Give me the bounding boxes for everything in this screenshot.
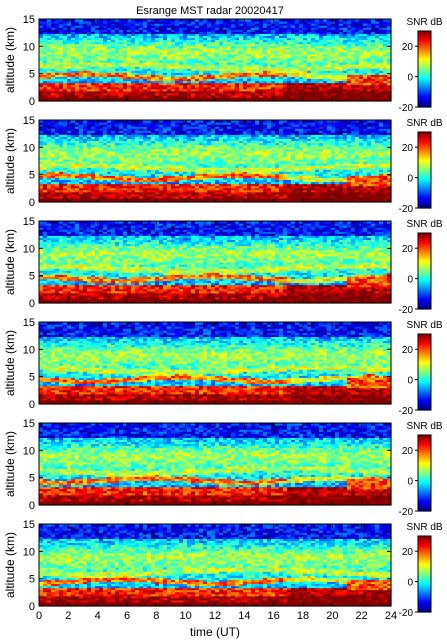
colorbar-frame xyxy=(417,434,432,512)
colorbar xyxy=(417,232,432,310)
colorbar xyxy=(417,131,432,209)
heatmap-cells xyxy=(39,19,392,102)
y-axis-label: altitude (km) xyxy=(3,27,17,93)
colorbar-tick-label: -20 xyxy=(399,406,414,417)
x-axis-label: time (UT) xyxy=(190,625,240,639)
panel-1: 0 5 10 15 altitude (km) SNR dB 20 0 -20 xyxy=(3,14,443,114)
colorbar-tick-label: 0 xyxy=(407,376,413,387)
x-tick-label: 14 xyxy=(238,610,250,622)
y-tick-label: 10 xyxy=(23,142,35,154)
x-tick-label: 12 xyxy=(209,610,221,622)
x-tick-label: 8 xyxy=(153,610,159,622)
y-tick-label: 10 xyxy=(23,445,35,457)
colorbar-label: SNR dB xyxy=(406,17,442,28)
y-tick-label: 5 xyxy=(29,271,35,283)
colorbar-tick-label: 20 xyxy=(402,244,414,255)
heatmap-cells xyxy=(39,120,392,203)
y-tick-label: 10 xyxy=(23,41,35,53)
panel-3: 0 5 10 15 altitude (km) SNR dB 20 0 -20 xyxy=(3,216,443,316)
colorbar-frame xyxy=(417,535,432,613)
colorbar-label: SNR dB xyxy=(406,522,442,533)
y-tick-label: 10 xyxy=(23,546,35,558)
figure-title: Esrange MST radar 20020417 xyxy=(136,5,284,17)
y-tick-label: 0 xyxy=(29,197,35,209)
colorbar-tick-label: 20 xyxy=(402,547,414,558)
y-tick-label: 0 xyxy=(29,399,35,411)
y-tick-label: 5 xyxy=(29,170,35,182)
colorbar-tick-label: 0 xyxy=(407,174,413,185)
y-tick-label: 0 xyxy=(29,601,35,613)
y-tick-label: 15 xyxy=(23,519,35,531)
y-axis-label: altitude (km) xyxy=(3,229,17,295)
heatmap-cells xyxy=(39,423,392,506)
panel-2: 0 5 10 15 altitude (km) SNR dB 20 0 -20 xyxy=(3,115,443,215)
x-tick-label: 22 xyxy=(356,610,368,622)
y-tick-label: 5 xyxy=(29,69,35,81)
colorbar-tick-label: -20 xyxy=(399,204,414,215)
y-tick-label: 5 xyxy=(29,473,35,485)
colorbar-tick-label: 0 xyxy=(407,275,413,286)
y-tick-label: 0 xyxy=(29,500,35,512)
heatmap-cells xyxy=(39,322,392,405)
y-axis-label: altitude (km) xyxy=(3,431,17,497)
colorbar-frame xyxy=(417,333,432,411)
y-axis-label: altitude (km) xyxy=(3,330,17,396)
colorbar-frame xyxy=(417,131,432,209)
x-tick-label: 0 xyxy=(36,610,42,622)
colorbar-label: SNR dB xyxy=(406,219,442,230)
colorbar xyxy=(417,535,432,613)
colorbar-frame xyxy=(417,232,432,310)
colorbar-tick-label: 0 xyxy=(407,73,413,84)
colorbar-label: SNR dB xyxy=(406,421,442,432)
x-tick-label: 24 xyxy=(385,610,397,622)
colorbar-label: SNR dB xyxy=(406,118,442,129)
y-axis-label: altitude (km) xyxy=(3,128,17,194)
colorbar-tick-label: 20 xyxy=(402,42,414,53)
colorbar xyxy=(417,434,432,512)
heatmap-cells xyxy=(39,221,392,304)
y-tick-label: 10 xyxy=(23,243,35,255)
y-tick-label: 15 xyxy=(23,317,35,329)
y-tick-label: 5 xyxy=(29,574,35,586)
colorbar-tick-label: -20 xyxy=(399,305,414,316)
colorbar-label: SNR dB xyxy=(406,320,442,331)
x-tick-label: 16 xyxy=(268,610,280,622)
colorbar-tick-label: 0 xyxy=(407,578,413,589)
x-tick-label: 4 xyxy=(95,610,101,622)
colorbar-tick-label: 0 xyxy=(407,477,413,488)
y-tick-label: 10 xyxy=(23,344,35,356)
y-tick-label: 0 xyxy=(29,96,35,108)
x-tick-label: 2 xyxy=(65,610,71,622)
heatmap-cells xyxy=(39,524,392,607)
y-axis-label: altitude (km) xyxy=(3,532,17,598)
panel-4: 0 5 10 15 altitude (km) SNR dB 20 0 -20 xyxy=(3,317,443,417)
y-tick-label: 15 xyxy=(23,14,35,26)
y-tick-label: 0 xyxy=(29,298,35,310)
colorbar-tick-label: -20 xyxy=(399,608,414,619)
colorbar-tick-label: -20 xyxy=(399,103,414,114)
colorbar-tick-label: 20 xyxy=(402,143,414,154)
x-tick-label: 10 xyxy=(180,610,192,622)
colorbar-tick-label: 20 xyxy=(402,446,414,457)
colorbar xyxy=(417,30,432,108)
panel-5: 0 5 10 15 altitude (km) SNR dB 20 0 -20 xyxy=(3,418,443,518)
x-tick-label: 18 xyxy=(297,610,309,622)
colorbar-tick-label: 20 xyxy=(402,345,414,356)
y-tick-label: 15 xyxy=(23,115,35,127)
y-tick-label: 15 xyxy=(23,216,35,228)
colorbar-tick-label: -20 xyxy=(399,507,414,518)
x-tick-label: 6 xyxy=(124,610,130,622)
y-tick-label: 5 xyxy=(29,372,35,384)
colorbar xyxy=(417,333,432,411)
x-tick-label: 20 xyxy=(326,610,338,622)
y-tick-label: 15 xyxy=(23,418,35,430)
colorbar-frame xyxy=(417,30,432,108)
